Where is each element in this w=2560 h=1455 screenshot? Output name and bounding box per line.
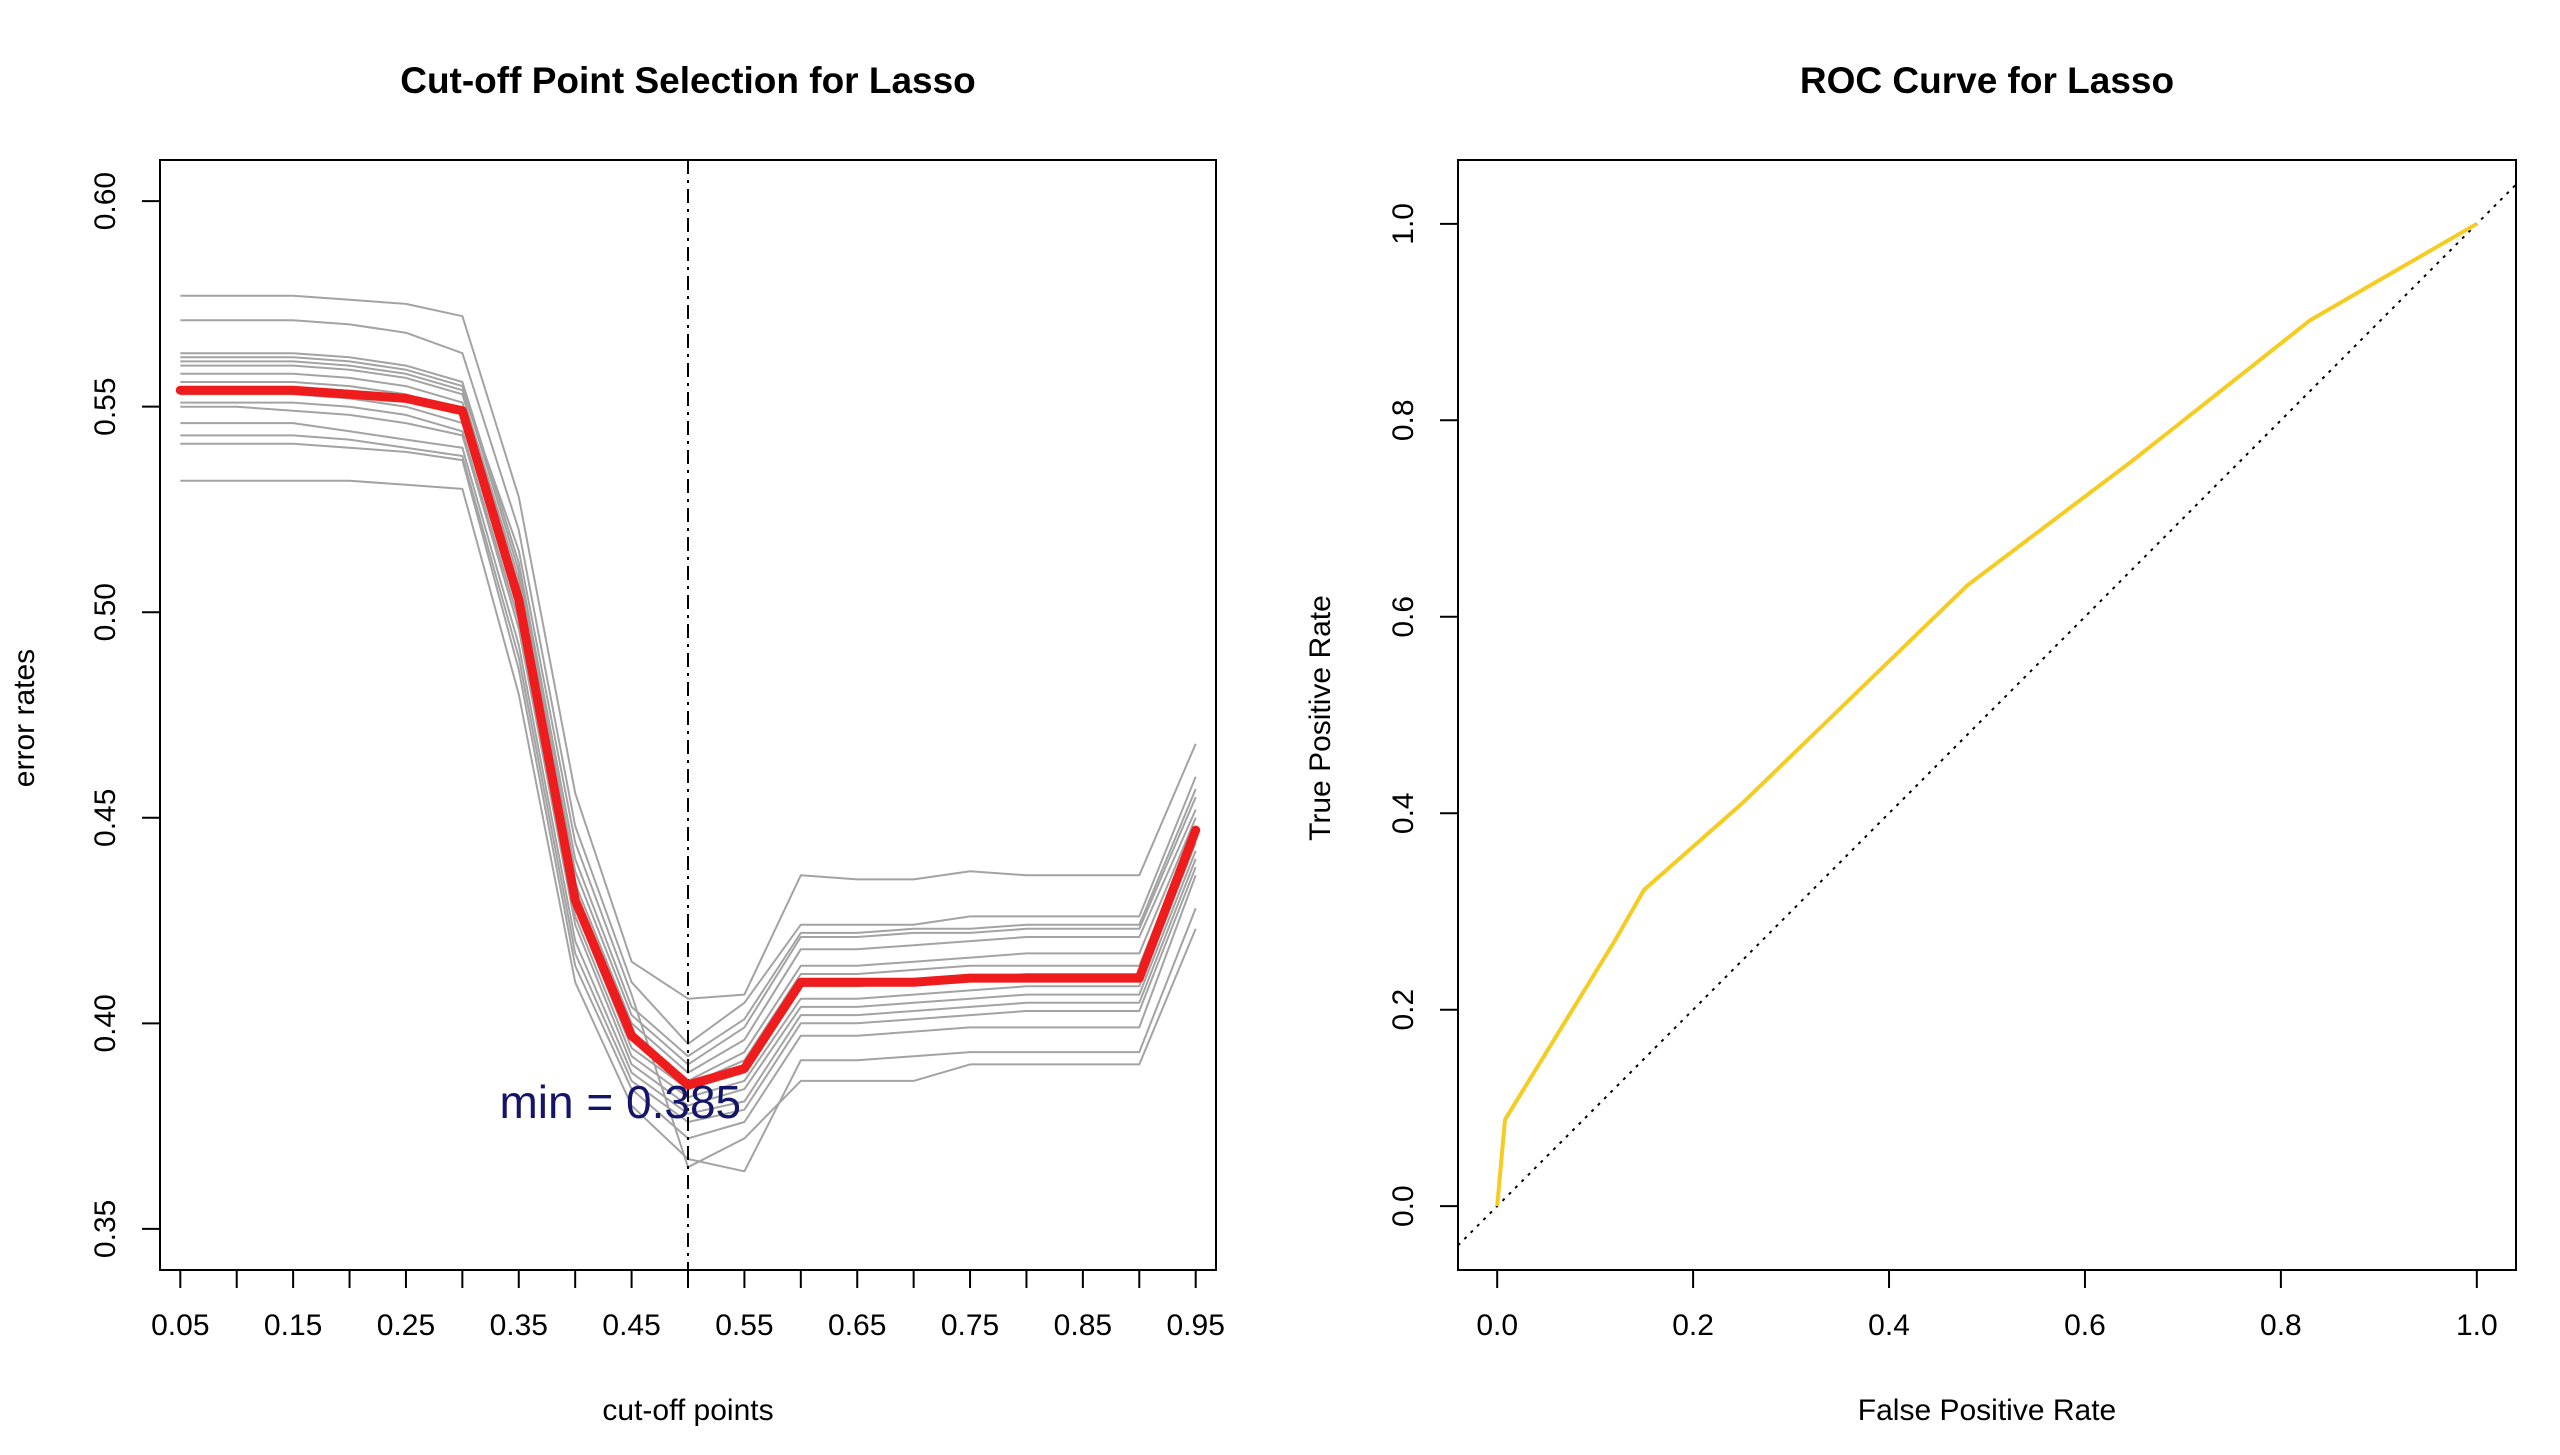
grey-run-line-10 (180, 405, 1197, 1107)
cutoff-y-tick-label: 0.55 (89, 377, 122, 435)
cutoff-chart-title: Cut-off Point Selection for Lasso (400, 60, 976, 101)
roc-curve (1495, 222, 2478, 1207)
cutoff-x-tick-label: 0.65 (828, 1309, 886, 1342)
cutoff-x-tick-label: 0.15 (264, 1309, 322, 1342)
roc-y-tick-label: 0.6 (1387, 596, 1420, 638)
roc-chart: ROC Curve for Lasso 0.0 0.2 0.4 0.6 0.8 1.0 0… (1304, 60, 2517, 1427)
cutoff-chart: Cut-off Point Selection for Lasso min = … (8, 60, 1225, 1427)
grey-run-line-3 (180, 352, 1197, 1058)
roc-chart-title: ROC Curve for Lasso (1800, 60, 2174, 101)
cutoff-y-tick-label: 0.40 (89, 994, 122, 1052)
cutoff-x-tick-label: 0.95 (1166, 1309, 1224, 1342)
roc-y-tick-label: 0.2 (1387, 989, 1420, 1031)
cutoff-y-tick-label: 0.50 (89, 583, 122, 641)
cutoff-x-tick-label: 0.55 (715, 1309, 773, 1342)
cutoff-x-axis: 0.05 0.15 0.25 0.35 0.45 0.55 0.65 0.75 0.85 0.95 (151, 1269, 1225, 1342)
roc-x-axis-label: False Positive Rate (1858, 1394, 2116, 1427)
cutoff-y-tick-label: 0.35 (89, 1200, 122, 1258)
roc-x-tick-label: 0.2 (1672, 1309, 1714, 1342)
cutoff-x-tick-label: 0.75 (941, 1309, 999, 1342)
roc-y-tick-label: 0.8 (1387, 399, 1420, 441)
mean-error-polyline (175, 385, 1201, 1090)
roc-x-axis: 0.0 0.2 0.4 0.6 0.8 1.0 (1476, 1269, 2498, 1342)
grey-run-line-1 (180, 294, 1197, 1000)
cutoff-y-axis: 0.35 0.40 0.45 0.50 0.55 0.60 (89, 172, 161, 1258)
chance-diagonal (1457, 183, 2517, 1247)
roc-y-tick-label: 0.4 (1387, 792, 1420, 834)
cutoff-x-tick-label: 0.25 (377, 1309, 435, 1342)
cutoff-y-tick-label: 0.60 (89, 172, 122, 230)
roc-y-tick-label: 0.0 (1387, 1185, 1420, 1227)
min-annotation: min = 0.385 (499, 1076, 741, 1128)
roc-x-tick-label: 0.6 (2064, 1309, 2106, 1342)
roc-x-tick-label: 0.8 (2260, 1309, 2302, 1342)
cutoff-y-tick-label: 0.45 (89, 789, 122, 847)
roc-y-axis: 0.0 0.2 0.4 0.6 0.8 1.0 (1387, 203, 1459, 1227)
cutoff-x-axis-label: cut-off points (602, 1394, 773, 1427)
cutoff-x-tick-label: 0.85 (1054, 1309, 1112, 1342)
roc-polyline (1495, 222, 2478, 1207)
cutoff-x-tick-label: 0.35 (490, 1309, 548, 1342)
roc-x-tick-label: 0.4 (1868, 1309, 1910, 1342)
cutoff-x-tick-label: 0.05 (151, 1309, 209, 1342)
roc-y-axis-label: True Positive Rate (1304, 595, 1337, 841)
roc-x-tick-label: 1.0 (2456, 1309, 2498, 1342)
grey-run-line-11 (180, 422, 1197, 1115)
roc-y-tick-label: 1.0 (1387, 203, 1420, 245)
cutoff-x-tick-label: 0.45 (602, 1309, 660, 1342)
roc-x-tick-label: 0.0 (1476, 1309, 1518, 1342)
cutoff-y-axis-label: error rates (8, 649, 41, 787)
mean-error-line (175, 385, 1201, 1090)
